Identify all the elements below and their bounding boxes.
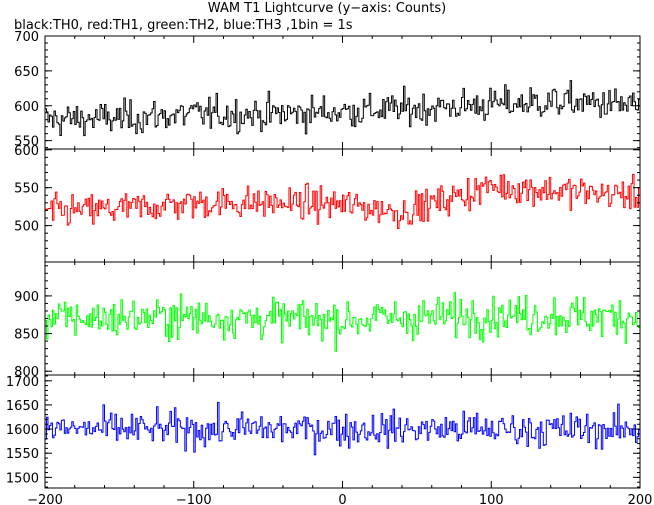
y-tick-label: 800 — [14, 365, 39, 380]
x-tick-label: 0 — [338, 493, 346, 505]
x-tick-label: 200 — [628, 493, 653, 505]
y-tick-label: 600 — [14, 144, 39, 159]
y-tick-label: 1550 — [6, 447, 39, 462]
y-tick-label: 500 — [14, 220, 39, 235]
y-tick-label: 600 — [14, 100, 39, 115]
y-tick-label: 1700 — [6, 375, 39, 390]
series-line-th0 — [45, 80, 640, 137]
y-tick-label: 700 — [14, 30, 39, 45]
y-tick-label: 1650 — [6, 399, 39, 414]
series-line-th3 — [45, 401, 640, 456]
series-line-th1 — [45, 173, 640, 230]
x-tick-label: −200 — [27, 493, 63, 505]
y-tick-label: 900 — [14, 290, 39, 305]
series-line-th2 — [45, 292, 640, 352]
y-tick-label: 550 — [14, 182, 39, 197]
chart-legend-subtitle: black:TH0, red:TH1, green:TH2, blue:TH3 … — [14, 18, 353, 33]
y-tick-label: 1600 — [6, 423, 39, 438]
x-tick-label: −100 — [176, 493, 212, 505]
panel-frame-th0 — [44, 35, 641, 150]
y-tick-label: 1500 — [6, 471, 39, 486]
y-tick-label: 850 — [14, 328, 39, 343]
y-tick-label: 550 — [14, 135, 39, 150]
chart-title: WAM T1 Lightcurve (y−axis: Counts) — [207, 1, 447, 16]
y-tick-label: 650 — [14, 65, 39, 80]
x-tick-label: 100 — [479, 493, 504, 505]
